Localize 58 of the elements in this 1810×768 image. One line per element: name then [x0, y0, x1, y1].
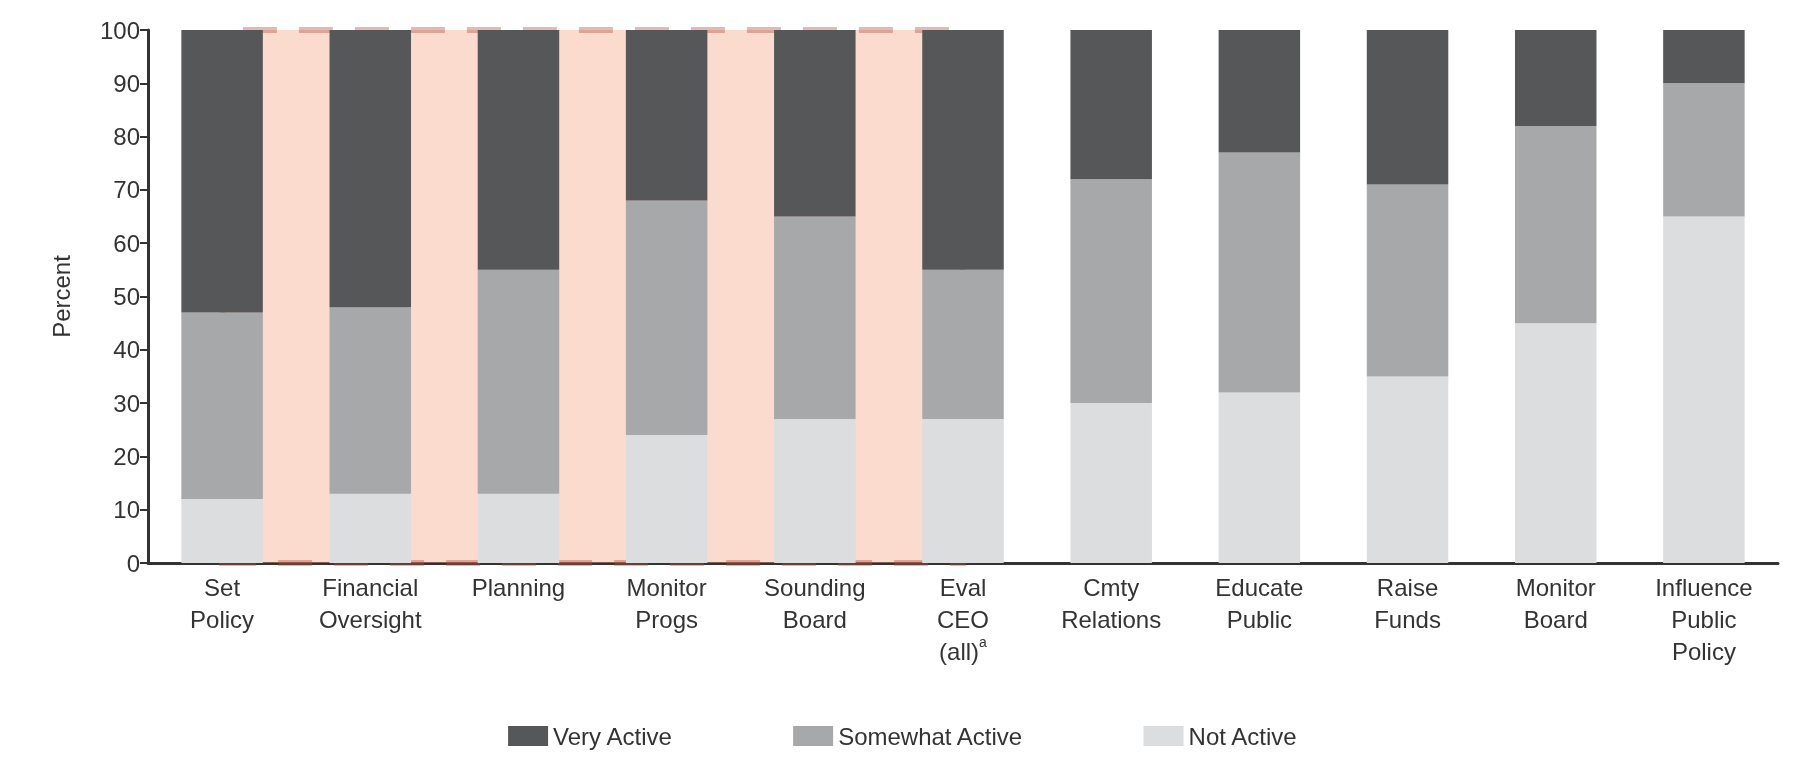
y-tick-label: 80	[113, 123, 140, 151]
x-tick-label: Sounding Board	[764, 573, 866, 633]
x-tick-label: Financial Oversight	[318, 573, 422, 633]
x-tick-label: Monitor Board	[1515, 573, 1596, 633]
bar	[477, 269, 560, 494]
bar	[181, 312, 263, 500]
x-tick-label: Planning	[471, 573, 566, 601]
legend-label: Not Active	[1188, 722, 1297, 750]
bar	[1663, 83, 1745, 217]
y-tick-label: 70	[113, 176, 140, 204]
bar	[1514, 30, 1597, 126]
y-tick-label: 30	[113, 389, 140, 417]
bar	[329, 493, 412, 563]
legend-label: Very Active	[553, 722, 672, 750]
bar	[625, 435, 708, 563]
bar	[1070, 30, 1152, 180]
y-tick-label: 90	[113, 69, 140, 97]
bar	[922, 419, 1004, 563]
bar	[181, 499, 263, 563]
bar	[477, 493, 560, 563]
x-tick-label: Cmty Relations	[1061, 573, 1162, 633]
bar	[625, 200, 708, 436]
bar	[1218, 152, 1301, 393]
x-tick-label: Influence Public Policy	[1655, 573, 1753, 665]
x-tick-label: Educate Public	[1215, 573, 1304, 633]
bar	[1514, 323, 1597, 563]
bar	[774, 419, 856, 563]
x-tick-label: Raise Funds	[1374, 573, 1441, 633]
bar	[1366, 184, 1449, 377]
legend-label: Somewhat Active	[838, 722, 1023, 750]
y-tick-label: 60	[113, 229, 140, 257]
bar	[922, 30, 1004, 270]
bar	[477, 30, 560, 270]
bar	[625, 30, 708, 201]
bar	[1514, 125, 1597, 324]
bar	[1070, 179, 1152, 404]
y-tick-label: 40	[113, 336, 140, 364]
y-tick-label: 0	[126, 549, 140, 577]
bar	[922, 269, 1004, 420]
bar	[774, 216, 856, 420]
bar	[181, 30, 263, 313]
bar	[1218, 392, 1301, 563]
y-tick-label: 100	[99, 16, 140, 44]
bar	[329, 307, 412, 494]
bar	[1663, 216, 1745, 563]
bar	[1366, 30, 1449, 185]
y-tick-label: 20	[113, 442, 140, 470]
y-axis-title: Percent	[47, 254, 75, 338]
bar	[1218, 30, 1301, 153]
bar	[1366, 376, 1449, 563]
y-tick-label: 50	[113, 283, 140, 310]
bar	[774, 30, 856, 217]
bar	[1070, 403, 1152, 563]
y-tick-label: 10	[113, 496, 140, 524]
bar	[1663, 30, 1745, 84]
bar	[329, 30, 412, 308]
x-tick-label: Set Policy	[190, 573, 255, 633]
x-tick-label: Monitor Progs	[626, 573, 707, 633]
